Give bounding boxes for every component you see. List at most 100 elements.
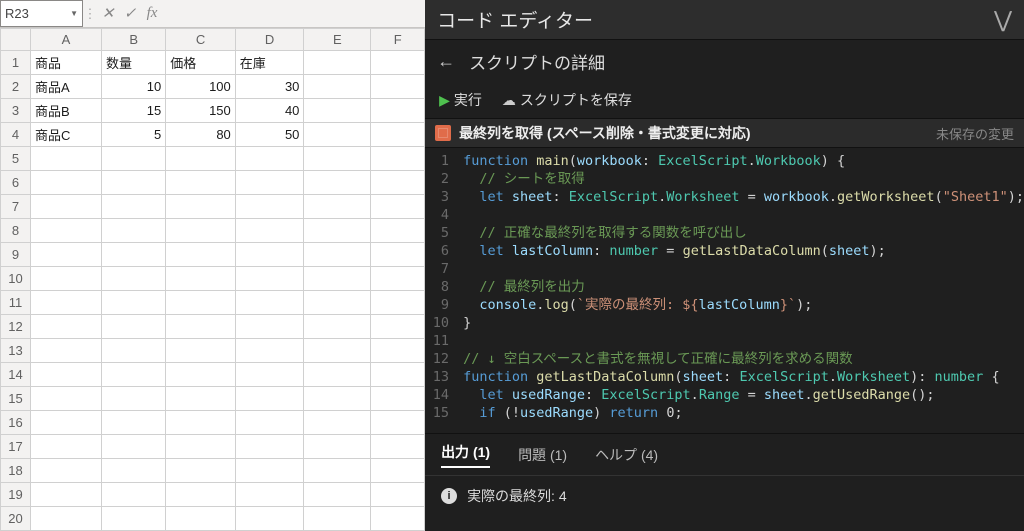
cancel-icon[interactable]: ✕ <box>97 0 119 27</box>
cell-E1[interactable] <box>304 51 371 75</box>
cell-D10[interactable] <box>235 267 304 291</box>
cell-F10[interactable] <box>371 267 425 291</box>
tab-problems[interactable]: 問題 (1) <box>518 445 567 465</box>
cell-E13[interactable] <box>304 339 371 363</box>
cell-F17[interactable] <box>371 435 425 459</box>
cell-B4[interactable]: 5 <box>102 123 166 147</box>
cell-B10[interactable] <box>102 267 166 291</box>
row-header-11[interactable]: 11 <box>1 291 31 315</box>
close-icon[interactable]: ⋁ <box>994 7 1012 33</box>
col-header-B[interactable]: B <box>102 29 166 51</box>
col-header-E[interactable]: E <box>304 29 371 51</box>
cell-D20[interactable] <box>235 507 304 531</box>
cell-D6[interactable] <box>235 171 304 195</box>
cell-C5[interactable] <box>166 147 236 171</box>
row-header-5[interactable]: 5 <box>1 147 31 171</box>
cell-C10[interactable] <box>166 267 236 291</box>
row-header-3[interactable]: 3 <box>1 99 31 123</box>
cell-A9[interactable] <box>30 243 101 267</box>
cell-F20[interactable] <box>371 507 425 531</box>
cell-B2[interactable]: 10 <box>102 75 166 99</box>
cell-B17[interactable] <box>102 435 166 459</box>
row-header-2[interactable]: 2 <box>1 75 31 99</box>
cell-D14[interactable] <box>235 363 304 387</box>
cell-A15[interactable] <box>30 387 101 411</box>
cell-D8[interactable] <box>235 219 304 243</box>
cell-A14[interactable] <box>30 363 101 387</box>
cell-C8[interactable] <box>166 219 236 243</box>
cell-C11[interactable] <box>166 291 236 315</box>
spreadsheet-grid[interactable]: ABCDEF1商品数量価格在庫2商品A10100303商品B15150404商品… <box>0 28 425 531</box>
cell-B13[interactable] <box>102 339 166 363</box>
col-header-A[interactable]: A <box>30 29 101 51</box>
cell-C6[interactable] <box>166 171 236 195</box>
cell-B9[interactable] <box>102 243 166 267</box>
cell-C14[interactable] <box>166 363 236 387</box>
cell-A6[interactable] <box>30 171 101 195</box>
cell-E3[interactable] <box>304 99 371 123</box>
row-header-9[interactable]: 9 <box>1 243 31 267</box>
tab-help[interactable]: ヘルプ (4) <box>595 445 658 465</box>
cell-C12[interactable] <box>166 315 236 339</box>
cell-A8[interactable] <box>30 219 101 243</box>
cell-D3[interactable]: 40 <box>235 99 304 123</box>
cell-B6[interactable] <box>102 171 166 195</box>
cell-A12[interactable] <box>30 315 101 339</box>
formula-input[interactable] <box>163 0 425 27</box>
cell-B8[interactable] <box>102 219 166 243</box>
cell-A2[interactable]: 商品A <box>30 75 101 99</box>
cell-C1[interactable]: 価格 <box>166 51 236 75</box>
cell-F18[interactable] <box>371 459 425 483</box>
name-box[interactable]: R23 ▼ <box>0 0 83 27</box>
row-header-12[interactable]: 12 <box>1 315 31 339</box>
cell-C17[interactable] <box>166 435 236 459</box>
cell-E18[interactable] <box>304 459 371 483</box>
cell-E11[interactable] <box>304 291 371 315</box>
cell-C3[interactable]: 150 <box>166 99 236 123</box>
cell-D15[interactable] <box>235 387 304 411</box>
cell-F19[interactable] <box>371 483 425 507</box>
cell-F16[interactable] <box>371 411 425 435</box>
cell-E6[interactable] <box>304 171 371 195</box>
cell-C2[interactable]: 100 <box>166 75 236 99</box>
run-button[interactable]: ▶実行 <box>439 90 482 110</box>
cell-F6[interactable] <box>371 171 425 195</box>
col-header-F[interactable]: F <box>371 29 425 51</box>
cell-D9[interactable] <box>235 243 304 267</box>
back-icon[interactable]: ← <box>437 51 455 72</box>
cell-C9[interactable] <box>166 243 236 267</box>
cell-E7[interactable] <box>304 195 371 219</box>
cell-A7[interactable] <box>30 195 101 219</box>
cell-A17[interactable] <box>30 435 101 459</box>
cell-F5[interactable] <box>371 147 425 171</box>
cell-B7[interactable] <box>102 195 166 219</box>
cell-B18[interactable] <box>102 459 166 483</box>
row-header-17[interactable]: 17 <box>1 435 31 459</box>
cell-D7[interactable] <box>235 195 304 219</box>
cell-E14[interactable] <box>304 363 371 387</box>
col-header-D[interactable]: D <box>235 29 304 51</box>
select-all-corner[interactable] <box>1 29 31 51</box>
cell-D12[interactable] <box>235 315 304 339</box>
row-header-8[interactable]: 8 <box>1 219 31 243</box>
cell-D4[interactable]: 50 <box>235 123 304 147</box>
cell-D13[interactable] <box>235 339 304 363</box>
cell-C15[interactable] <box>166 387 236 411</box>
row-header-20[interactable]: 20 <box>1 507 31 531</box>
row-header-13[interactable]: 13 <box>1 339 31 363</box>
cell-E17[interactable] <box>304 435 371 459</box>
cell-B5[interactable] <box>102 147 166 171</box>
row-header-10[interactable]: 10 <box>1 267 31 291</box>
cell-E19[interactable] <box>304 483 371 507</box>
cell-E8[interactable] <box>304 219 371 243</box>
cell-D17[interactable] <box>235 435 304 459</box>
cell-E16[interactable] <box>304 411 371 435</box>
cell-E4[interactable] <box>304 123 371 147</box>
cell-D16[interactable] <box>235 411 304 435</box>
cell-E15[interactable] <box>304 387 371 411</box>
tab-output[interactable]: 出力 (1) <box>441 442 490 468</box>
cell-B12[interactable] <box>102 315 166 339</box>
cell-D1[interactable]: 在庫 <box>235 51 304 75</box>
cell-A20[interactable] <box>30 507 101 531</box>
cell-F13[interactable] <box>371 339 425 363</box>
